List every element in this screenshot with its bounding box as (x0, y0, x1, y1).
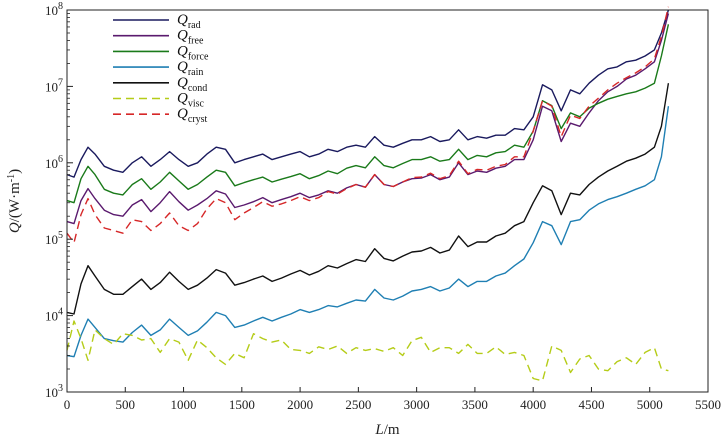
y-tick-label: 103 (45, 383, 63, 400)
x-tick-label: 3000 (404, 397, 430, 412)
axes: 0 500 1000 1500 2000 2500 3000 3500 4000 4500 5000… (6, 1, 721, 438)
series-line-cryst (66, 6, 670, 244)
plot-frame (66, 9, 709, 393)
x-tick-label: 4000 (520, 397, 546, 412)
series-line-visc (66, 320, 669, 382)
plot-area (66, 6, 670, 382)
x-tick-label: 5500 (695, 397, 721, 412)
legend-label-visc: Qvisc (177, 91, 205, 110)
legend-label-cond: Qcond (177, 75, 207, 94)
legend-label-rain: Qrain (177, 59, 203, 78)
legend-label-cryst: Qcryst (177, 106, 208, 125)
legend-label-rad: Qrad (177, 12, 201, 31)
y-tick-label: 104 (45, 307, 63, 324)
x-tick-label: 3500 (462, 397, 488, 412)
y-tick-label: 108 (45, 1, 63, 18)
series-line-cond (66, 83, 670, 315)
series-line-rad (66, 9, 670, 178)
x-tick-label: 1500 (229, 397, 255, 412)
x-tick-label: 2000 (287, 397, 313, 412)
x-tick-label: 5000 (637, 397, 663, 412)
legend-label-force: Qforce (177, 43, 209, 62)
y-tick-label: 105 (45, 230, 63, 247)
series-line-rain (66, 106, 670, 358)
series-line-force (66, 24, 670, 204)
x-axis-label: L/m (374, 422, 400, 438)
x-tick-label: 1000 (171, 397, 197, 412)
x-tick-label: 4500 (578, 397, 604, 412)
legend-label-free: Qfree (177, 28, 204, 47)
y-axis-label: Q/(W·m-1) (6, 169, 23, 233)
x-tick-label: 0 (64, 397, 71, 412)
x-tick-label: 2500 (345, 397, 371, 412)
y-tick-label: 106 (45, 154, 63, 171)
x-tick-label: 500 (116, 397, 136, 412)
y-tick-label: 107 (45, 77, 63, 94)
